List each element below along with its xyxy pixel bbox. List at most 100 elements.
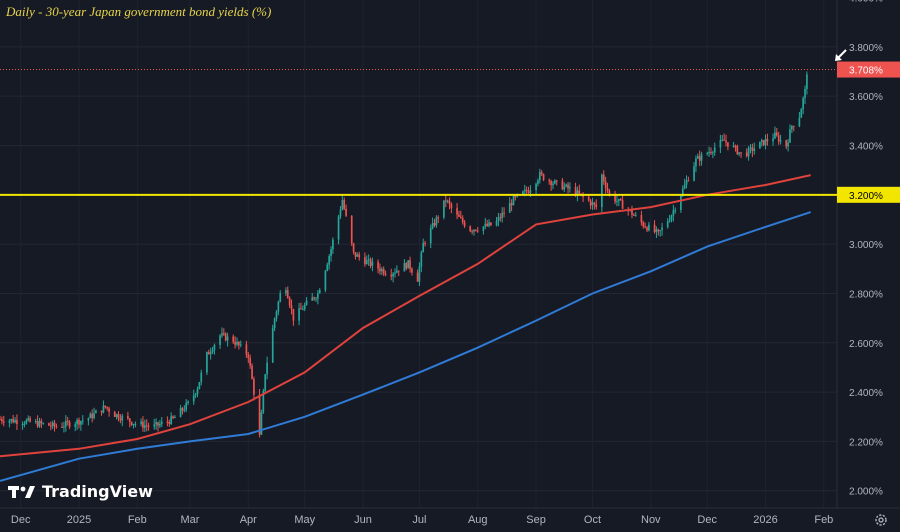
- candle: [232, 334, 235, 344]
- y-tick-label: 3.800%: [849, 43, 883, 54]
- candle: [10, 418, 13, 424]
- candle: [582, 192, 584, 203]
- candle: [646, 226, 648, 233]
- candle: [266, 356, 268, 380]
- candle: [431, 217, 434, 230]
- candle: [140, 418, 142, 427]
- horizontal-level-tag: [837, 186, 900, 203]
- candle: [789, 124, 791, 143]
- candle: [93, 407, 95, 420]
- settings-gear-icon[interactable]: [874, 513, 888, 527]
- candle: [785, 139, 788, 150]
- candle: [792, 125, 795, 132]
- x-tick-label: Feb: [128, 514, 147, 526]
- candle: [318, 287, 321, 294]
- candle: [183, 405, 186, 413]
- last-price: 3.708%: [0, 61, 900, 78]
- candle: [435, 215, 438, 228]
- candle: [127, 411, 129, 421]
- candle: [159, 419, 161, 428]
- candle: [290, 299, 293, 315]
- y-tick-label: 3.000%: [849, 240, 883, 251]
- candle: [53, 419, 56, 432]
- candle: [48, 422, 50, 426]
- candle: [34, 418, 37, 424]
- candle: [81, 415, 84, 425]
- candle: [403, 259, 406, 272]
- candle: [535, 182, 537, 194]
- candle: [461, 215, 464, 225]
- candle: [134, 421, 137, 428]
- candle: [64, 415, 67, 432]
- candle: [396, 265, 398, 274]
- candle: [429, 224, 432, 249]
- candle: [482, 226, 485, 235]
- candle: [766, 133, 769, 146]
- x-tick-label: Sep: [526, 514, 546, 526]
- candle: [40, 418, 43, 428]
- candle: [245, 340, 248, 358]
- candle: [115, 413, 118, 420]
- candle: [420, 250, 423, 273]
- candle: [251, 363, 253, 380]
- candle: [458, 210, 460, 218]
- candle: [51, 420, 54, 429]
- candle: [595, 199, 598, 210]
- candle: [800, 107, 803, 118]
- candle: [648, 221, 650, 232]
- candle: [238, 341, 240, 350]
- moving-average-line-1: [0, 174, 811, 458]
- candle: [377, 259, 379, 274]
- candle: [644, 222, 646, 229]
- candle: [775, 127, 778, 137]
- candle: [226, 332, 229, 347]
- candle: [732, 142, 735, 148]
- candle: [207, 349, 210, 355]
- candle: [407, 260, 410, 269]
- candle: [548, 178, 551, 185]
- candle: [102, 400, 105, 414]
- candle: [66, 416, 69, 426]
- y-tick-label: 4.000%: [849, 0, 883, 5]
- tradingview-logo[interactable]: TradingView: [8, 482, 153, 501]
- candle: [495, 216, 498, 227]
- candle: [550, 179, 552, 191]
- candle: [578, 184, 581, 195]
- candle: [185, 399, 188, 413]
- candle: [358, 251, 361, 261]
- candle: [91, 409, 94, 423]
- candle: [446, 199, 449, 204]
- x-tick-label: Feb: [814, 514, 833, 526]
- candle: [657, 228, 660, 236]
- candle: [591, 197, 594, 210]
- candle: [339, 205, 342, 220]
- candle: [422, 238, 425, 253]
- candle: [490, 222, 492, 227]
- candle: [527, 186, 530, 194]
- horizontal-level-label: 3.200%: [849, 191, 883, 202]
- candle: [631, 205, 633, 219]
- candle: [593, 201, 596, 210]
- candle: [499, 213, 502, 222]
- candle: [409, 256, 411, 273]
- candle: [488, 219, 490, 228]
- candle: [179, 404, 182, 418]
- candle: [473, 229, 475, 236]
- candle: [542, 173, 545, 182]
- candle: [567, 182, 569, 194]
- candle: [350, 215, 353, 247]
- candle: [397, 270, 400, 277]
- candle: [510, 199, 513, 212]
- candle: [706, 151, 709, 156]
- candle: [87, 417, 90, 426]
- candle: [106, 406, 109, 411]
- candle: [661, 222, 663, 236]
- candle: [497, 212, 500, 227]
- candle: [777, 131, 780, 145]
- candle: [142, 416, 144, 432]
- candle: [634, 211, 637, 217]
- candle: [772, 133, 774, 146]
- candle: [345, 204, 347, 218]
- candle: [456, 203, 458, 220]
